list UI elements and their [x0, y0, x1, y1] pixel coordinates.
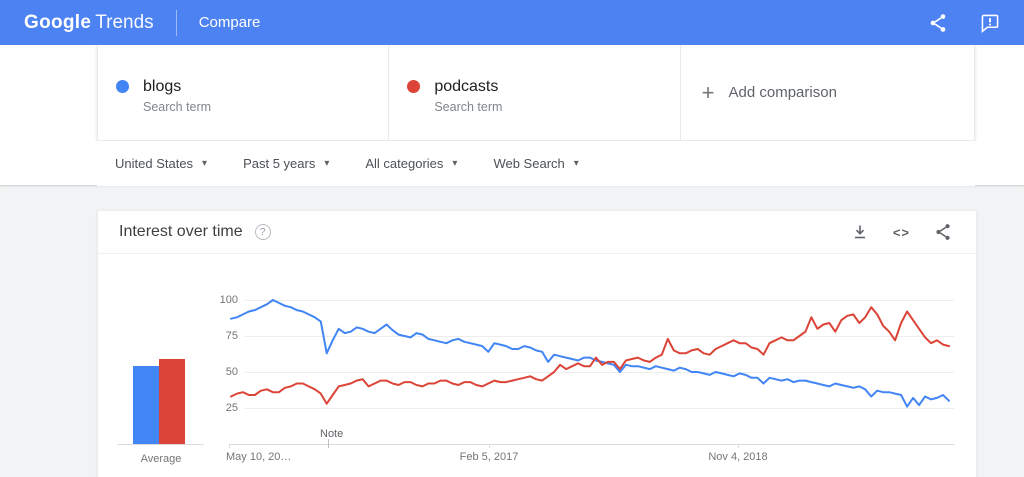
gridline-100	[245, 300, 954, 301]
term-card-text: podcasts Search term	[434, 77, 502, 140]
filter-time-range[interactable]: Past 5 years ▾	[243, 156, 330, 171]
logo-trends-text: Trends	[95, 11, 154, 33]
header-icons	[928, 13, 1000, 33]
caret-down-icon: ▾	[202, 158, 208, 169]
term-card-podcasts[interactable]: podcasts Search term	[388, 45, 679, 140]
header-divider	[175, 9, 177, 36]
nav-compare[interactable]: Compare	[198, 14, 261, 31]
term-card-text: blogs Search term	[143, 77, 211, 140]
filter-search-type[interactable]: Web Search ▾	[493, 156, 579, 171]
google-trends-logo[interactable]: Google Trends	[24, 12, 154, 34]
chart-actions: <>	[851, 223, 952, 241]
share-icon[interactable]	[934, 223, 952, 241]
term-label: podcasts	[434, 78, 499, 95]
app-header: Google Trends Compare	[0, 0, 1024, 45]
comparison-cards-row: blogs Search term podcasts Search term +…	[97, 45, 975, 141]
x-axis-tick	[738, 444, 739, 448]
caret-down-icon: ▾	[324, 158, 330, 169]
caret-down-icon: ▾	[452, 158, 458, 169]
y-tick-label: 75	[225, 330, 238, 342]
trend-line-podcasts	[230, 306, 950, 405]
trend-line-blogs	[230, 299, 950, 408]
filter-geo[interactable]: United States ▾	[115, 156, 208, 171]
help-icon[interactable]: ?	[254, 224, 271, 240]
average-axis-line	[118, 444, 204, 445]
gridline-25	[245, 408, 954, 409]
interest-over-time-card: Interest over time ? <> 100 75 50 25	[97, 210, 977, 477]
x-axis-label-right: Nov 4, 2018	[708, 451, 768, 463]
logo-google-text: Google	[24, 11, 92, 33]
x-axis-tick	[489, 444, 490, 448]
term-card-blogs[interactable]: blogs Search term	[98, 45, 388, 140]
series-color-dot-blogs	[116, 80, 129, 93]
filter-category[interactable]: All categories ▾	[365, 156, 458, 171]
feedback-icon[interactable]	[980, 13, 1000, 33]
caret-down-icon: ▾	[573, 158, 579, 169]
note-annotation[interactable]: Note	[320, 428, 344, 440]
y-tick-label: 25	[225, 402, 238, 414]
x-axis-line	[229, 444, 954, 445]
term-sublabel: Search term	[143, 100, 212, 114]
x-axis-label-start: May 10, 20…	[226, 451, 292, 463]
trend-lines-chart[interactable]	[229, 254, 954, 454]
y-tick-label: 50	[225, 366, 238, 378]
interest-chart[interactable]: 100 75 50 25 Average Note May 10, 20… Fe…	[98, 254, 976, 477]
x-axis-tick	[229, 444, 230, 448]
download-icon[interactable]	[851, 223, 869, 241]
chart-title: Interest over time	[119, 223, 243, 240]
average-bar-blogs	[133, 366, 159, 444]
gridline-50	[245, 372, 954, 373]
chart-card-header: Interest over time ? <>	[98, 211, 976, 254]
term-sublabel: Search term	[434, 100, 503, 114]
add-comparison-label: Add comparison	[728, 84, 837, 101]
x-axis-label-mid: Feb 5, 2017	[459, 451, 519, 463]
embed-icon[interactable]: <>	[892, 224, 910, 240]
y-tick-label: 100	[219, 294, 238, 306]
add-comparison-button[interactable]: + Add comparison	[679, 45, 974, 140]
series-color-dot-podcasts	[407, 80, 421, 93]
filter-bar: United States ▾ Past 5 years ▾ All categ…	[97, 141, 975, 186]
gridline-75	[245, 336, 954, 337]
average-label: Average	[140, 453, 182, 465]
average-bars	[133, 254, 185, 444]
share-icon[interactable]	[928, 13, 948, 33]
plus-icon: +	[701, 79, 715, 105]
average-bar-podcasts	[159, 359, 185, 444]
term-label: blogs	[143, 78, 182, 95]
note-tick	[328, 439, 329, 448]
